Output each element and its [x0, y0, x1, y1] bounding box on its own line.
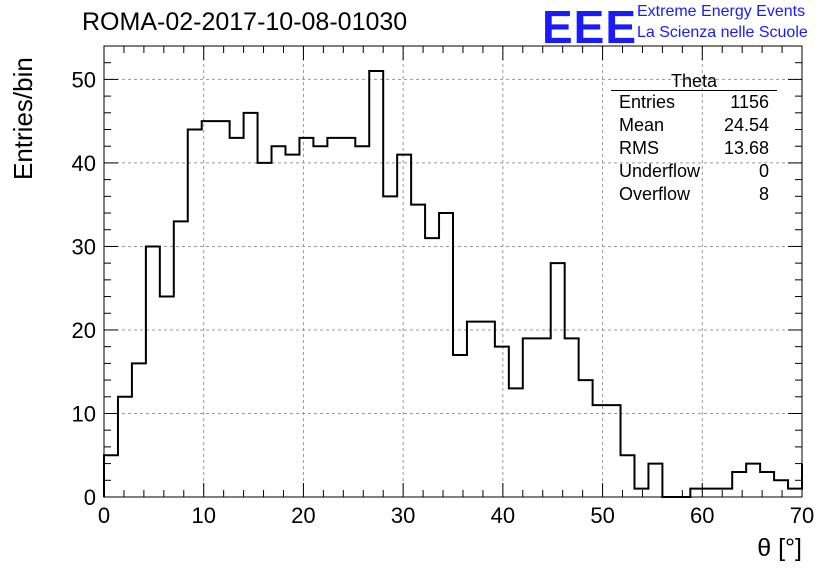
- histogram-bin: [216, 121, 230, 497]
- x-tick-label: 50: [590, 503, 614, 528]
- y-tick-label: 40: [72, 151, 96, 176]
- stats-value: 24.54: [723, 115, 769, 135]
- histogram-bin: [341, 138, 355, 497]
- histogram-bin: [258, 163, 272, 497]
- stats-row-underflow: Underflow 0: [611, 160, 777, 183]
- histogram-outline: [103, 70, 803, 498]
- histogram-bin: [230, 138, 244, 497]
- histogram-bin: [202, 121, 216, 497]
- eee-logo: EEE: [542, 1, 638, 53]
- stats-row-entries: Entries 1156: [611, 91, 777, 114]
- histogram-bin: [285, 155, 299, 497]
- histogram-bin: [704, 489, 718, 497]
- x-tick-label: 60: [690, 503, 714, 528]
- stats-label: Mean: [619, 115, 665, 135]
- stats-label: Overflow: [619, 184, 691, 204]
- stats-row-overflow: Overflow 8: [611, 183, 777, 206]
- x-tick-label: 70: [790, 503, 814, 528]
- histogram-bin: [425, 238, 439, 497]
- histogram-bin: [634, 489, 648, 497]
- histogram-bin: [132, 363, 146, 497]
- histogram-bin: [551, 263, 565, 497]
- histogram-bin: [174, 221, 188, 497]
- stats-value: 0: [758, 161, 769, 181]
- y-tick-label: 20: [72, 318, 96, 343]
- histogram-bin: [690, 489, 704, 497]
- histogram-bin: [104, 455, 118, 497]
- histogram-bin: [621, 455, 635, 497]
- x-tick-label: 40: [491, 503, 515, 528]
- stats-label: Underflow: [619, 161, 701, 181]
- histogram-bin: [397, 155, 411, 497]
- histogram-bin: [299, 138, 313, 497]
- histogram-bin: [565, 338, 579, 497]
- histogram-bin: [439, 213, 453, 497]
- histogram-bin: [411, 205, 425, 497]
- stats-label: RMS: [619, 138, 659, 158]
- histogram-bin: [774, 480, 788, 497]
- histogram-bin: [118, 397, 132, 497]
- stats-value: 8: [758, 184, 769, 204]
- y-tick-label: 50: [72, 67, 96, 92]
- stats-value: 13.68: [723, 138, 769, 158]
- plot-frame: [103, 45, 803, 498]
- logo-line-2: La Scienza nelle Scuole: [637, 24, 808, 41]
- histogram-bin: [146, 246, 160, 497]
- histogram-bin: [788, 489, 802, 497]
- histogram-bin: [746, 464, 760, 497]
- histogram-bin: [718, 489, 732, 497]
- stats-row-rms: RMS 13.68: [611, 137, 777, 160]
- histogram-bin: [495, 347, 509, 497]
- histogram-bin: [467, 322, 481, 497]
- histogram-bin: [160, 297, 174, 497]
- histogram-bin: [272, 146, 286, 497]
- histogram-bin: [509, 388, 523, 497]
- histogram-bin: [313, 146, 327, 497]
- histogram-bin: [481, 322, 495, 497]
- stats-value: 1156: [730, 92, 769, 112]
- logo-line-1: Extreme Energy Events: [637, 3, 806, 20]
- histogram-bin: [579, 380, 593, 497]
- x-tick-label: 10: [191, 503, 215, 528]
- stats-row-mean: Mean 24.54: [611, 114, 777, 137]
- histogram-bin: [327, 138, 341, 497]
- histogram-bin: [369, 71, 383, 497]
- stats-box: Theta Entries 1156 Mean 24.54 RMS 13.68 …: [611, 72, 777, 206]
- chart-title: ROMA-02-2017-10-08-01030: [82, 8, 408, 36]
- stats-title: Theta: [611, 72, 777, 91]
- histogram-bin: [244, 113, 258, 497]
- histogram-bin: [383, 196, 397, 497]
- histogram-bin: [523, 338, 537, 497]
- histogram-bin: [188, 130, 202, 497]
- histogram-bin: [760, 472, 774, 497]
- y-tick-label: 0: [84, 485, 96, 510]
- histogram-bin: [355, 146, 369, 497]
- x-tick-label: 30: [391, 503, 415, 528]
- x-tick-label: 0: [98, 503, 110, 528]
- y-tick-label: 30: [72, 234, 96, 259]
- histogram-bin: [648, 464, 662, 497]
- stats-label: Entries: [619, 92, 676, 112]
- histogram-bin: [593, 405, 607, 497]
- histogram-bin: [453, 355, 467, 497]
- histogram-bin: [607, 405, 621, 497]
- histogram-bin: [537, 338, 551, 497]
- histogram-bin: [732, 472, 746, 497]
- x-tick-label: 20: [291, 503, 315, 528]
- x-axis-label: θ [°]: [757, 534, 802, 562]
- y-tick-label: 10: [72, 401, 96, 426]
